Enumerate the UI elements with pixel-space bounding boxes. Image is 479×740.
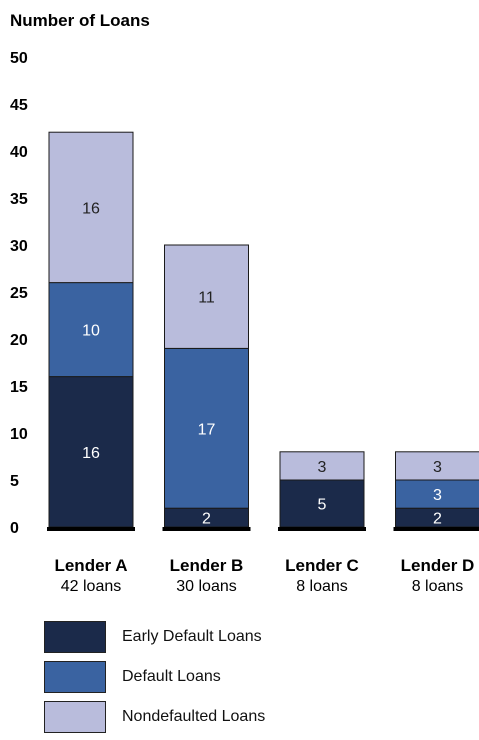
y-tick-label: 50 [10, 50, 28, 67]
legend-label-early-default: Early Default Loans [122, 628, 262, 646]
x-category-label: Lender A [54, 556, 127, 575]
y-axis-ticks: 0 5 10 15 20 25 30 35 40 45 50 [10, 50, 28, 537]
x-category-label: Lender B [170, 556, 244, 575]
data-label: 3 [433, 459, 442, 476]
data-label: 3 [318, 459, 327, 476]
x-category-sublabel: 30 loans [176, 578, 237, 595]
y-tick-label: 35 [10, 191, 28, 208]
data-label: 16 [82, 445, 100, 462]
y-tick-label: 15 [10, 379, 28, 396]
legend-label-default: Default Loans [122, 668, 221, 686]
data-label: 2 [433, 511, 442, 528]
data-label: 2 [202, 511, 211, 528]
y-tick-label: 0 [10, 520, 19, 537]
data-label: 5 [318, 497, 327, 514]
legend-label-nondefaulted: Nondefaulted Loans [122, 708, 265, 726]
legend-item-default: Default Loans [44, 660, 265, 694]
y-tick-label: 45 [10, 97, 28, 114]
x-category-sublabel: 42 loans [61, 578, 122, 595]
y-tick-label: 25 [10, 285, 28, 302]
y-tick-label: 20 [10, 332, 28, 349]
y-tick-label: 5 [10, 473, 19, 490]
x-category-sublabel: 8 loans [296, 578, 348, 595]
data-label: 16 [82, 200, 100, 217]
y-tick-label: 40 [10, 144, 28, 161]
legend-swatch-nondefaulted [44, 701, 106, 733]
legend-item-early-default: Early Default Loans [44, 620, 265, 654]
legend-swatch-default [44, 661, 106, 693]
bars: 16 10 16 2 17 11 5 3 2 3 3 [47, 132, 479, 531]
legend: Early Default Loans Default Loans Nondef… [44, 620, 265, 740]
data-label: 10 [82, 323, 100, 340]
bar-baseline [394, 527, 479, 531]
data-label: 11 [198, 290, 215, 307]
data-label: 17 [198, 421, 216, 438]
x-category-label: Lender D [401, 556, 475, 575]
bar-baseline [278, 527, 366, 531]
y-tick-label: 30 [10, 238, 28, 255]
y-axis-title: Number of Loans [10, 11, 150, 30]
y-tick-label: 10 [10, 426, 28, 443]
legend-swatch-early-default [44, 621, 106, 653]
x-axis-labels: Lender A 42 loans Lender B 30 loans Lender C… [54, 556, 474, 595]
bar-baseline [47, 527, 135, 531]
legend-item-nondefaulted: Nondefaulted Loans [44, 700, 265, 734]
x-category-sublabel: 8 loans [412, 578, 464, 595]
bar-baseline [163, 527, 251, 531]
x-category-label: Lender C [285, 556, 359, 575]
data-label: 3 [433, 487, 442, 504]
